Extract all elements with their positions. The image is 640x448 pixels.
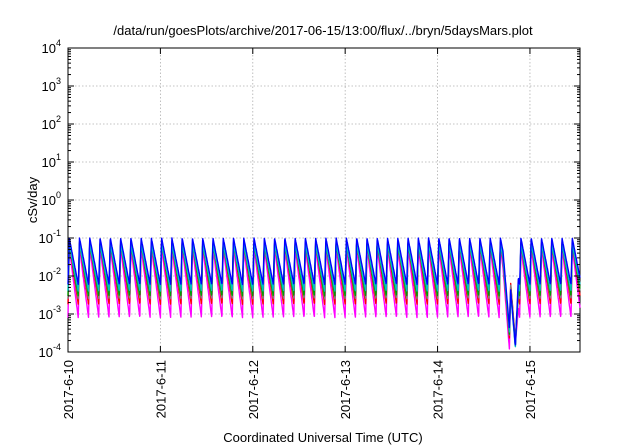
series-line — [67, 237, 581, 346]
grid — [68, 48, 580, 352]
y-axis-label: cSv/day — [25, 176, 40, 223]
chart-title: /data/run/goesPlots/archive/2017-06-15/1… — [113, 23, 533, 38]
series-line — [67, 243, 581, 348]
x-axis-label: Coordinated Universal Time (UTC) — [223, 430, 422, 445]
y-axis: 10-4 10-3 10-2 10-1 100 101 102 103 104 — [39, 38, 580, 360]
x-tick-label: 2017-6-12 — [246, 360, 261, 419]
x-tick-label: 2017-6-14 — [431, 360, 446, 419]
y-tick-label: 10-4 — [39, 342, 61, 360]
y-tick-label: 104 — [42, 38, 61, 56]
y-tick-label: 10-3 — [39, 304, 61, 322]
x-tick-label: 2017-6-15 — [523, 360, 538, 419]
series-group — [67, 237, 581, 350]
series-line — [67, 247, 581, 350]
y-tick-label: 103 — [42, 76, 61, 94]
y-tick-label: 10-1 — [39, 228, 61, 246]
y-tick-label: 100 — [42, 190, 61, 208]
x-axis: 2017-6-10 2017-6-11 2017-6-12 2017-6-13 2017… — [61, 48, 538, 419]
y-tick-label: 101 — [42, 152, 61, 170]
y-tick-label: 10-2 — [39, 266, 61, 284]
y-tick-label: 102 — [42, 114, 61, 132]
x-tick-label: 2017-6-13 — [338, 360, 353, 419]
x-tick-label: 2017-6-11 — [153, 360, 168, 418]
x-tick-label: 2017-6-10 — [61, 360, 76, 419]
